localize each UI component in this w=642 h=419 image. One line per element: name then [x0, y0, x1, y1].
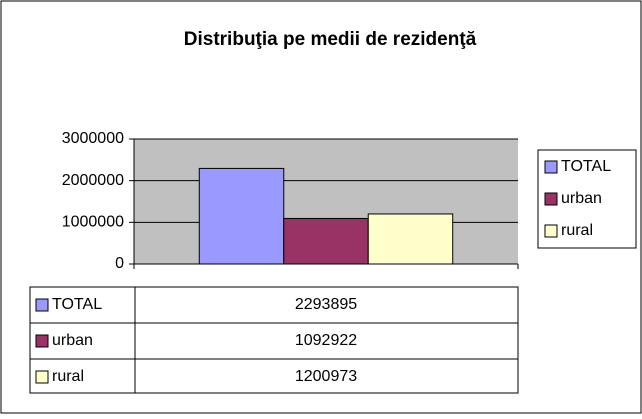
bar	[283, 217, 369, 265]
table-series-label: TOTAL	[52, 296, 102, 313]
table-series-label: urban	[52, 332, 93, 349]
legend-swatch	[544, 224, 558, 238]
y-tick-label: 2000000	[62, 172, 124, 189]
data-table	[29, 286, 519, 394]
table-swatch	[35, 370, 49, 384]
table-value: 1200973	[295, 368, 357, 385]
table-swatch	[35, 298, 49, 312]
y-tick-label: 1000000	[62, 214, 124, 231]
bar	[198, 167, 285, 265]
table-swatch	[35, 334, 49, 348]
chart-title: Distribuţia pe medii de rezidenţă	[184, 29, 477, 50]
table-value: 2293895	[295, 296, 357, 313]
table-value: 1092922	[295, 332, 357, 349]
y-tick-label: 3000000	[62, 130, 124, 147]
legend-swatch	[544, 192, 558, 206]
legend-swatch	[544, 160, 558, 174]
legend-label: urban	[561, 190, 602, 207]
y-tick-label: 0	[115, 255, 124, 272]
table-series-label: rural	[52, 368, 84, 385]
legend-label: TOTAL	[561, 158, 611, 175]
bar	[367, 213, 454, 265]
legend-label: rural	[561, 222, 593, 239]
